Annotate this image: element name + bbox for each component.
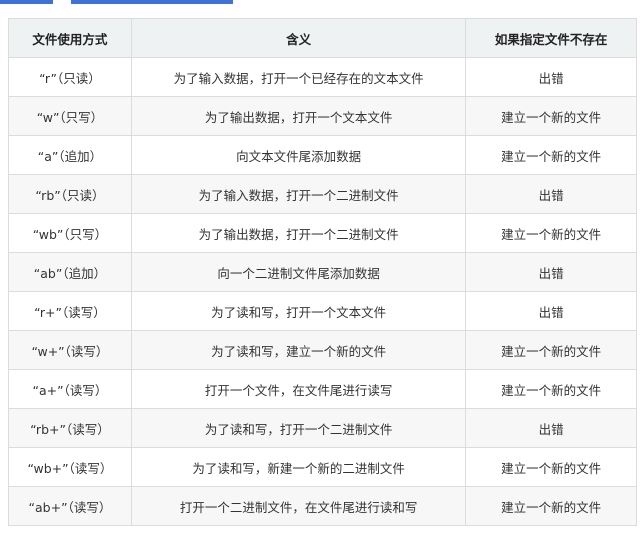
cell-if-missing: 建立一个新的文件 [465,96,637,136]
cell-meaning: 为了读和写，打开一个文本文件 [130,291,467,331]
cell-meaning: 为了输出数据，打开一个二进制文件 [130,213,467,253]
cell-meaning: 打开一个二进制文件，在文件尾进行读和写 [130,486,467,526]
table-row: “rb+”（读写） 为了读和写，打开一个二进制文件 出错 [8,408,637,448]
cell-meaning: 为了读和写，建立一个新的文件 [130,330,467,370]
cell-mode: “r+”（读写） [8,291,132,331]
table-row: “ab”（追加） 向一个二进制文件尾添加数据 出错 [8,252,637,292]
cell-meaning: 为了输入数据，打开一个已经存在的文本文件 [130,57,467,97]
header-mode: 文件使用方式 [8,18,132,58]
cell-meaning: 为了读和写，打开一个二进制文件 [130,408,467,448]
cell-meaning: 为了读和写，新建一个新的二进制文件 [130,447,467,487]
cell-mode: “ab”（追加） [8,252,132,292]
cell-if-missing: 出错 [465,408,637,448]
cell-meaning: 为了输入数据，打开一个二进制文件 [130,174,467,214]
header-meaning: 含义 [130,18,467,58]
table-row: “r+”（读写） 为了读和写，打开一个文本文件 出错 [8,291,637,331]
cell-if-missing: 出错 [465,252,637,292]
cell-mode: “wb+”（读写） [8,447,132,487]
cell-meaning: 为了输出数据，打开一个文本文件 [130,96,467,136]
cell-if-missing: 出错 [465,291,637,331]
header-if-missing: 如果指定文件不存在 [465,18,637,58]
top-tab-indicator [71,0,233,4]
cell-mode: “w”（只写） [8,96,132,136]
table-header-row: 文件使用方式 含义 如果指定文件不存在 [8,18,637,58]
table-row: “ab+”（读写） 打开一个二进制文件，在文件尾进行读和写 建立一个新的文件 [8,486,637,526]
cell-meaning: 打开一个文件，在文件尾进行读写 [130,369,467,409]
table-row: “r”（只读） 为了输入数据，打开一个已经存在的文本文件 出错 [8,57,637,97]
cell-meaning: 向文本文件尾添加数据 [130,135,467,175]
cell-if-missing: 建立一个新的文件 [465,447,637,487]
cell-if-missing: 建立一个新的文件 [465,486,637,526]
cell-if-missing: 建立一个新的文件 [465,330,637,370]
cell-if-missing: 建立一个新的文件 [465,369,637,409]
table-row: “w”（只写） 为了输出数据，打开一个文本文件 建立一个新的文件 [8,96,637,136]
cell-mode: “rb”（只读） [8,174,132,214]
cell-if-missing: 建立一个新的文件 [465,213,637,253]
cell-mode: “ab+”（读写） [8,486,132,526]
cell-if-missing: 出错 [465,174,637,214]
cell-mode: “a+”（读写） [8,369,132,409]
table-row: “w+”（读写） 为了读和写，建立一个新的文件 建立一个新的文件 [8,330,637,370]
cell-meaning: 向一个二进制文件尾添加数据 [130,252,467,292]
table-row: “wb+”（读写） 为了读和写，新建一个新的二进制文件 建立一个新的文件 [8,447,637,487]
top-tab-indicator [0,0,53,4]
table-row: “rb”（只读） 为了输入数据，打开一个二进制文件 出错 [8,174,637,214]
cell-mode: “r”（只读） [8,57,132,97]
cell-if-missing: 出错 [465,57,637,97]
cell-mode: “wb”（只写） [8,213,132,253]
table-row: “a”（追加） 向文本文件尾添加数据 建立一个新的文件 [8,135,637,175]
cell-mode: “rb+”（读写） [8,408,132,448]
file-mode-table: 文件使用方式 含义 如果指定文件不存在 “r”（只读） 为了输入数据，打开一个已经… [8,18,637,526]
table-row: “wb”（只写） 为了输出数据，打开一个二进制文件 建立一个新的文件 [8,213,637,253]
cell-if-missing: 建立一个新的文件 [465,135,637,175]
cell-mode: “w+”（读写） [8,330,132,370]
cell-mode: “a”（追加） [8,135,132,175]
table-row: “a+”（读写） 打开一个文件，在文件尾进行读写 建立一个新的文件 [8,369,637,409]
